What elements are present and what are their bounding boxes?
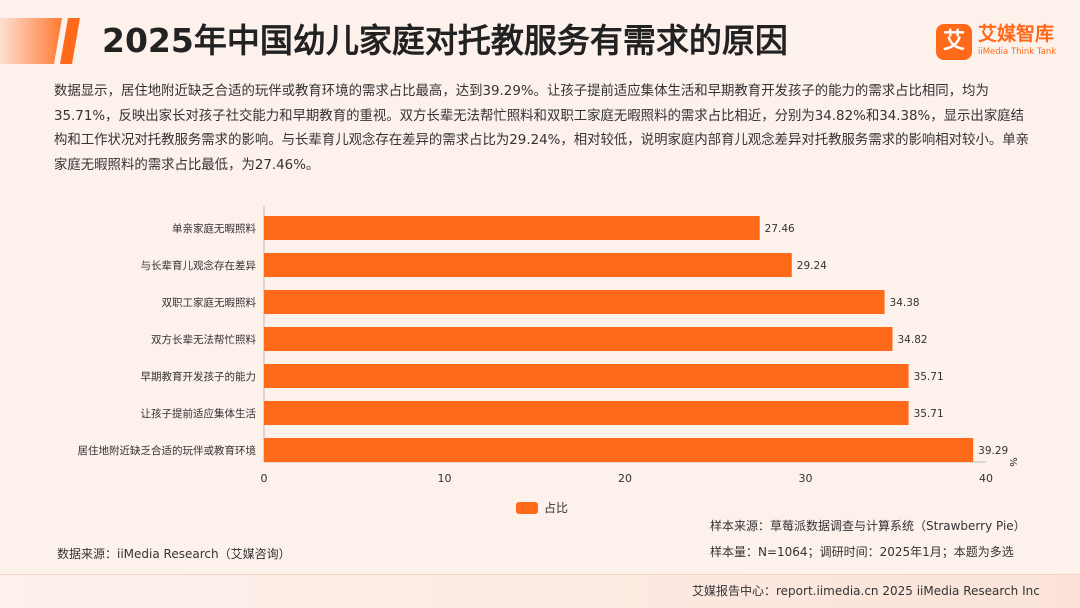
category-label: 双职工家庭无暇照料 (162, 296, 257, 309)
data-label: 35.71 (914, 371, 944, 383)
bar (264, 401, 909, 425)
x-tick-label: 20 (618, 472, 632, 485)
bar (264, 327, 893, 351)
category-label: 居住地附近缺乏合适的玩伴或教育环境 (78, 444, 257, 457)
summary-paragraph: 数据显示，居住地附近缺乏合适的玩伴或教育环境的需求占比最高，达到39.29%。让… (54, 84, 1030, 173)
category-label: 让孩子提前适应集体生活 (141, 407, 257, 420)
data-label: 39.29 (978, 445, 1008, 457)
bar (264, 290, 885, 314)
category-label: 双方长辈无法帮忙照料 (151, 333, 256, 346)
x-axis-unit: % (1007, 457, 1018, 467)
bar (264, 216, 760, 240)
x-tick-label: 30 (799, 472, 813, 485)
data-source: 数据来源：iiMedia Research（艾媒咨询） (57, 547, 291, 561)
brand-logo: 艾 艾媒智库 iiMedia Think Tank (936, 22, 1066, 62)
data-label: 27.46 (765, 223, 795, 235)
bar-chart: 单亲家庭无暇照料 27.46 与长辈育儿观念存在差异 29.24 双职工家庭无暇照料 34… (0, 196, 1080, 526)
logo-name: 艾媒智库 (978, 23, 1055, 45)
footer-band (0, 574, 1080, 608)
bar-chart-svg: 单亲家庭无暇照料 27.46 与长辈育儿观念存在差异 29.24 双职工家庭无暇照料 34… (78, 206, 1018, 485)
footer-text: 艾媒报告中心：report.iimedia.cn 2025 iiMedia Re… (692, 584, 1040, 598)
legend-swatch (516, 502, 538, 514)
bar (264, 438, 974, 462)
category-label: 与长辈育儿观念存在差异 (141, 259, 257, 272)
logo-english-name: iiMedia Think Tank (978, 47, 1057, 57)
data-label: 35.71 (914, 408, 944, 420)
legend-label: 占比 (544, 501, 569, 515)
category-label: 早期教育开发孩子的能力 (141, 370, 257, 383)
header-stripes (0, 18, 80, 64)
x-tick-label: 10 (438, 472, 452, 485)
data-label: 34.38 (890, 297, 920, 309)
data-label: 34.82 (898, 334, 928, 346)
x-tick-label: 0 (261, 472, 268, 485)
x-tick-label: 40 (979, 472, 993, 485)
category-label: 单亲家庭无暇照料 (172, 222, 256, 235)
sample-size-note: 样本量：N=1064；调研时间：2025年1月；本题为多选 (710, 545, 1014, 559)
page-title: 2025年中国幼儿家庭对托教服务有需求的原因 (102, 21, 788, 60)
bar (264, 364, 909, 388)
data-label: 29.24 (797, 260, 827, 272)
logo-mark-icon: 艾 (936, 24, 972, 60)
bar (264, 253, 792, 277)
sample-source: 样本来源：草莓派数据调查与计算系统（Strawberry Pie） (710, 519, 1026, 533)
